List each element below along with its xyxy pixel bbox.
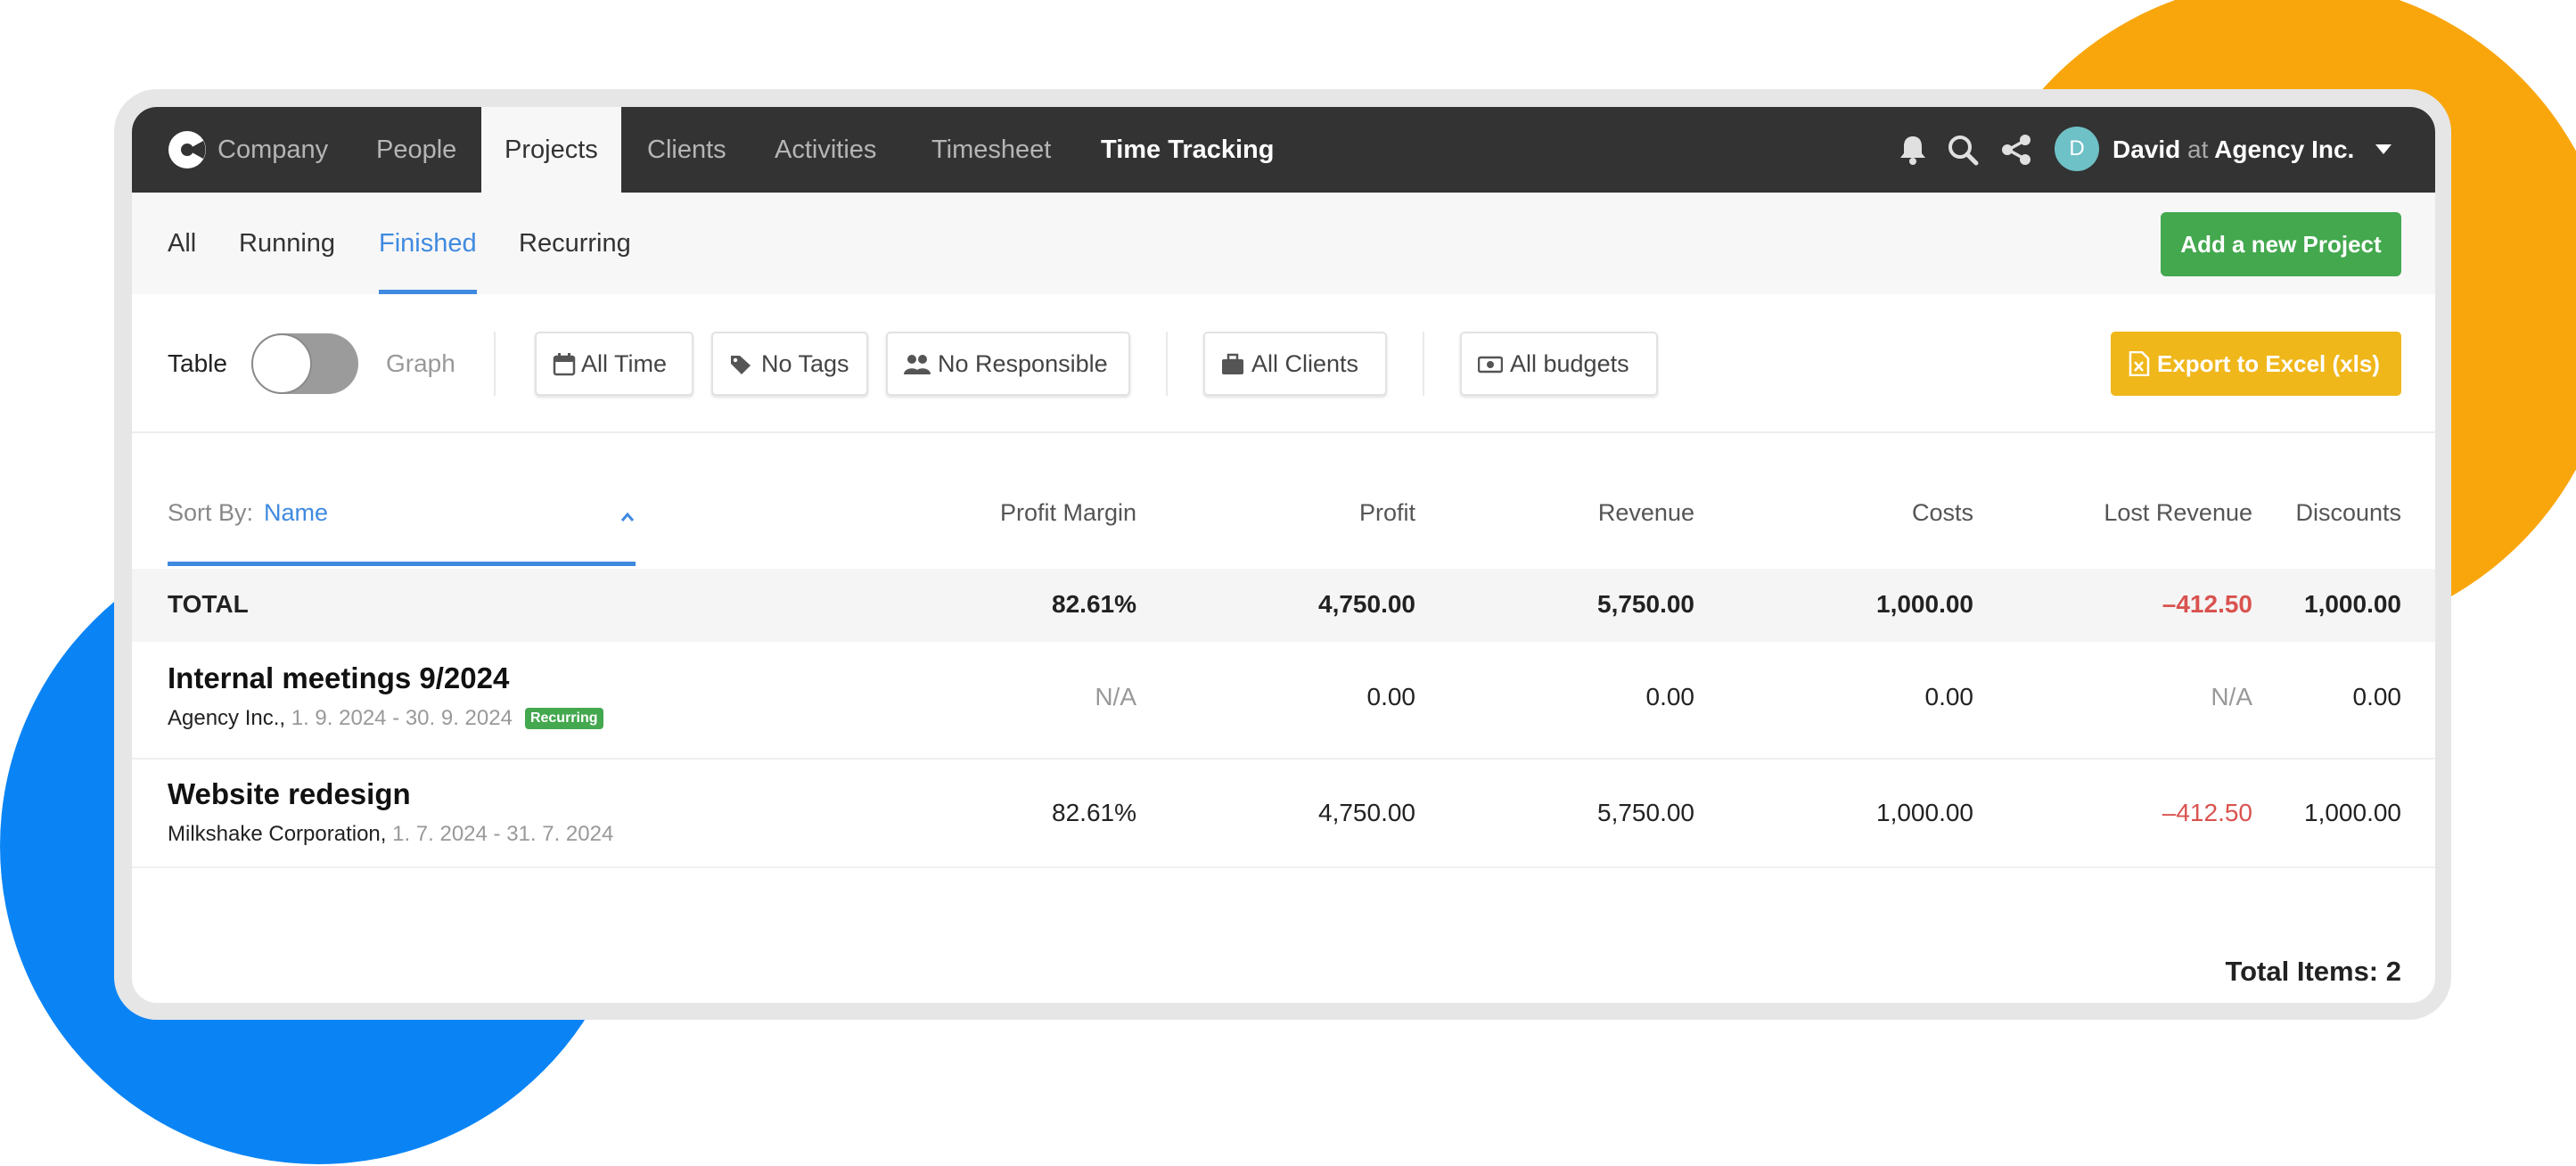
sort-by-value: Name [264,499,329,526]
share-icon[interactable] [1998,132,2034,168]
tags-filter-label: No Tags [761,350,849,377]
app-window: Company People Projects Clients Activiti… [132,107,2435,1003]
row-discounts: 1,000.00 [2304,799,2401,826]
tab-all[interactable]: All [168,229,197,258]
calendar-icon [553,353,576,376]
time-filter-button[interactable]: All Time [535,332,693,396]
user-menu[interactable]: David at Agency Inc. [2112,107,2354,193]
user-org: Agency Inc. [2214,135,2355,163]
row-revenue: 5,750.00 [1597,799,1694,826]
total-costs: 1,000.00 [1876,590,1973,618]
avatar[interactable]: D [2055,127,2099,171]
nav-timesheet[interactable]: Timesheet [931,135,1052,164]
project-client: Agency Inc., [168,706,286,730]
tags-filter-button[interactable]: No Tags [711,332,868,396]
row-divider [132,758,2435,760]
project-dates: 1. 9. 2024 - 30. 9. 2024 [291,706,513,730]
row-lost-revenue: –412.50 [2162,799,2252,826]
clients-filter-label: All Clients [1251,350,1359,377]
excel-file-icon [2129,351,2150,376]
export-label: Export to Excel (xls) [2157,350,2380,377]
user-at: at [2187,135,2209,163]
search-icon[interactable] [1945,132,1981,168]
export-excel-button[interactable]: Export to Excel (xls) [2111,332,2401,396]
total-lost-revenue: –412.50 [2162,590,2252,618]
column-header-profit-margin[interactable]: Profit Margin [999,499,1136,526]
bell-icon[interactable] [1895,132,1931,168]
total-profit-margin: 82.61% [1052,590,1136,618]
row-profit: 0.00 [1366,683,1416,710]
divider [1166,332,1168,396]
project-meta: Milkshake Corporation, 1. 7. 2024 - 31. … [168,822,613,847]
view-toggle[interactable] [251,333,358,394]
sort-underline [168,562,636,566]
nav-time-tracking[interactable]: Time Tracking [1101,135,1275,164]
tab-finished[interactable]: Finished [379,193,477,294]
budgets-filter-button[interactable]: All budgets [1460,332,1658,396]
view-table-label[interactable]: Table [168,349,227,377]
column-header-costs[interactable]: Costs [1911,499,1973,526]
row-profit-margin: 82.61% [1052,799,1136,826]
nav-activities[interactable]: Activities [775,135,877,164]
add-project-button[interactable]: Add a new Project [2161,212,2401,276]
recurring-badge: Recurring [524,708,603,729]
row-costs: 0.00 [1924,683,1974,710]
project-meta: Agency Inc., 1. 9. 2024 - 30. 9. 2024 Rec… [168,706,603,731]
total-revenue: 5,750.00 [1597,590,1694,618]
column-header-revenue[interactable]: Revenue [1597,499,1694,526]
total-discounts: 1,000.00 [2304,590,2401,618]
sort-by-control[interactable]: Sort By: Name [168,499,328,527]
responsible-filter-button[interactable]: No Responsible [886,332,1130,396]
project-name-link[interactable]: Internal meetings 9/2024 [168,661,510,694]
user-name: David [2112,135,2181,163]
nav-company[interactable]: Company [217,135,329,164]
chevron-up-icon[interactable] [620,510,635,524]
tags-icon [731,356,751,374]
row-discounts: 0.00 [2352,683,2402,710]
money-icon [1478,356,1503,374]
total-profit: 4,750.00 [1318,590,1415,618]
filter-bar: Table Graph All Time No Tags [132,294,2435,433]
project-name-link[interactable]: Website redesign [168,777,411,810]
view-graph-label[interactable]: Graph [386,349,455,377]
column-header-profit[interactable]: Profit [1358,499,1415,526]
project-tabs: All Running Finished Recurring [132,193,2435,294]
row-revenue: 0.00 [1645,683,1695,710]
divider [1423,332,1424,396]
row-profit-margin: N/A [1095,683,1136,710]
responsible-filter-label: No Responsible [938,350,1108,377]
nav-people[interactable]: People [376,135,457,164]
total-items-count: Total Items: 2 [2225,956,2401,987]
time-filter-label: All Time [581,350,668,377]
project-client: Milkshake Corporation, [168,822,387,846]
toggle-knob [251,333,312,394]
nav-clients[interactable]: Clients [647,135,726,164]
sort-by-label: Sort By: [168,499,254,526]
top-navigation: Company People Projects Clients Activiti… [132,107,2435,193]
project-dates: 1. 7. 2024 - 31. 7. 2024 [392,822,614,846]
tab-recurring[interactable]: Recurring [519,229,631,258]
column-header-lost-revenue[interactable]: Lost Revenue [2104,499,2252,526]
budgets-filter-label: All budgets [1510,350,1629,377]
row-lost-revenue: N/A [2211,683,2252,710]
column-header-discounts[interactable]: Discounts [2295,499,2401,526]
row-profit: 4,750.00 [1318,799,1415,826]
row-divider [132,866,2435,868]
row-costs: 1,000.00 [1876,799,1973,826]
nav-projects[interactable]: Projects [481,107,621,193]
logo-icon[interactable] [168,130,207,169]
clients-filter-button[interactable]: All Clients [1203,332,1387,396]
divider [494,332,496,396]
total-label: TOTAL [168,590,249,618]
total-row [132,569,2435,642]
users-icon [904,355,931,374]
tab-running[interactable]: Running [239,229,336,258]
briefcase-icon [1222,353,1243,374]
chevron-down-icon[interactable] [2375,144,2391,154]
